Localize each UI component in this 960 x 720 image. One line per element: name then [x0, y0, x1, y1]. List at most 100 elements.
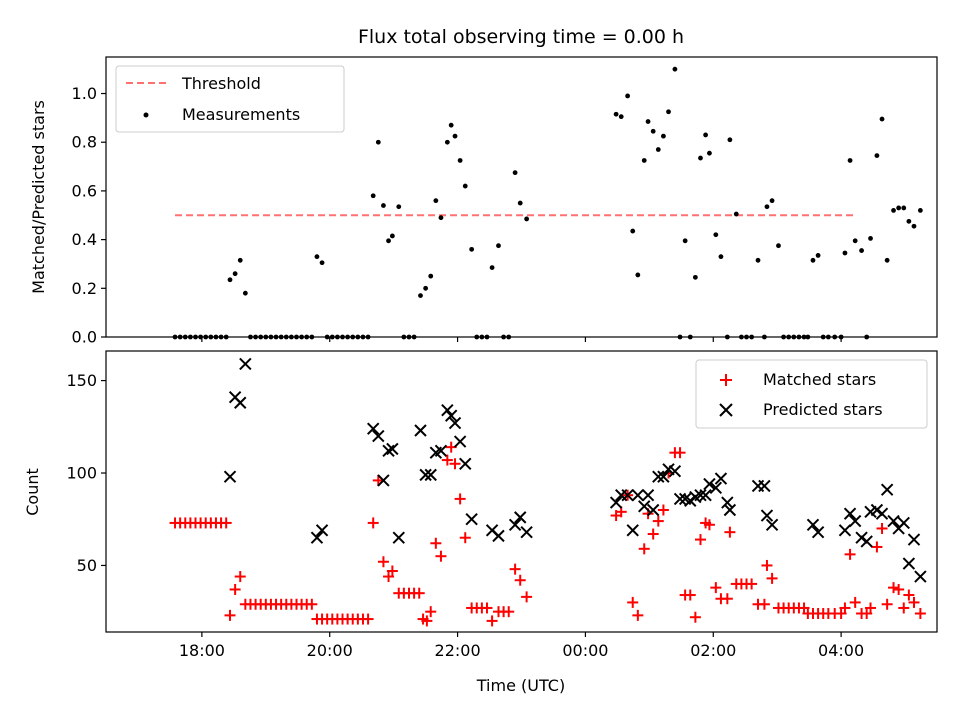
- measurement-point: [314, 254, 320, 260]
- predicted-mark-b: [880, 483, 894, 496]
- matched-star-point: [674, 447, 686, 459]
- measurement-point: [655, 147, 661, 152]
- matched-star-point: [908, 596, 920, 608]
- predicted-star-point: [668, 464, 682, 478]
- matched-star-point: [377, 556, 389, 568]
- predicted-star-point: [699, 488, 712, 502]
- predicted-mark-b: [414, 424, 427, 437]
- matched-star-point: [721, 593, 733, 605]
- matched-star-point: [486, 615, 498, 627]
- bottom-legend: Matched stars Predicted stars: [695, 359, 928, 429]
- measurement-point: [906, 218, 912, 224]
- legend-threshold-label: Threshold: [181, 74, 261, 93]
- matched-star-point: [638, 543, 650, 555]
- predicted-mark-b: [855, 531, 868, 544]
- predicted-mark-b: [721, 496, 734, 509]
- matched-star-point: [234, 571, 246, 583]
- predicted-mark-b: [678, 492, 692, 506]
- predicted-mark-b: [760, 509, 774, 522]
- predicted-star-point: [310, 531, 324, 544]
- bottom-y-tick-label: 150: [66, 371, 97, 390]
- measurement-point: [764, 204, 770, 210]
- measurement-point: [496, 243, 501, 249]
- measurement-point: [370, 193, 376, 199]
- matched-star-point: [684, 589, 696, 601]
- measurement-point: [650, 128, 656, 134]
- matched-star-point: [761, 559, 773, 571]
- measurement-point: [755, 257, 761, 263]
- matched-star-point: [849, 596, 861, 608]
- matched-star-point: [383, 571, 395, 583]
- predicted-star-point: [875, 507, 889, 520]
- predicted-star-point: [758, 479, 771, 493]
- predicted-mark-b: [453, 435, 467, 448]
- top-plot-frame: [105, 56, 938, 338]
- predicted-mark-b: [234, 396, 247, 409]
- predicted-star-point: [721, 496, 734, 509]
- measurement-point: [428, 273, 434, 279]
- predicted-mark-b: [870, 503, 884, 517]
- matched-star-point: [881, 598, 893, 610]
- measurement-point: [375, 139, 381, 145]
- predicted-mark-b: [459, 457, 472, 470]
- predicted-mark-b: [902, 557, 916, 570]
- measurement-point: [438, 215, 444, 221]
- matched-star-point: [306, 598, 318, 610]
- predicted-mark-b: [514, 511, 527, 524]
- predicted-mark-b: [392, 531, 405, 544]
- predicted-star-point: [843, 507, 857, 520]
- predicted-mark-b: [914, 570, 927, 583]
- predicted-star-point: [902, 557, 916, 570]
- predicted-mark-b: [377, 474, 390, 487]
- predicted-star-point: [765, 518, 779, 531]
- measurement-point: [769, 198, 775, 204]
- matched-star-point: [632, 609, 644, 621]
- predicted-mark-b: [860, 535, 873, 548]
- matched-star-point: [430, 537, 442, 549]
- predicted-star-point: [760, 509, 774, 522]
- predicted-mark-b: [668, 464, 682, 478]
- predicted-mark-b: [424, 468, 437, 482]
- predicted-star-point: [709, 481, 723, 495]
- predicted-mark-b: [699, 488, 712, 502]
- predicted-star-point: [714, 472, 728, 485]
- measurement-point: [776, 243, 781, 249]
- matched-star-point: [509, 563, 521, 575]
- measurement-point: [666, 109, 671, 115]
- legend-predicted-marker: [719, 403, 733, 417]
- predicted-mark-b: [315, 524, 329, 537]
- predicted-mark-b: [626, 524, 639, 537]
- predicted-star-point: [514, 511, 527, 524]
- predicted-star-point: [392, 531, 405, 544]
- matched-star-point: [694, 534, 706, 546]
- predicted-star-point: [907, 533, 921, 546]
- predicted-star-point: [508, 518, 522, 531]
- measurement-point: [517, 200, 523, 206]
- measurement-point: [489, 265, 495, 271]
- measurement-point: [381, 203, 386, 208]
- matched-star-point: [372, 474, 384, 486]
- predicted-star-point: [465, 513, 478, 526]
- predicted-mark-b: [382, 444, 395, 458]
- measurement-point: [727, 137, 733, 143]
- matched-star-point: [514, 574, 526, 586]
- measurement-point: [452, 133, 458, 139]
- matched-star-point: [835, 608, 847, 620]
- predicted-star-point: [234, 396, 247, 409]
- top-y-tick-label: 0.0: [72, 328, 97, 347]
- matched-star-point: [903, 589, 915, 601]
- matched-star-point: [914, 608, 926, 620]
- predicted-mark-b: [239, 357, 252, 371]
- predicted-mark-b: [684, 494, 697, 507]
- measurement-point: [879, 116, 885, 122]
- matched-star-point: [454, 493, 466, 505]
- predicted-mark-b: [843, 507, 857, 520]
- measurement-point: [641, 158, 647, 163]
- predicted-star-point: [448, 416, 462, 430]
- matched-star-point: [503, 606, 515, 618]
- matched-star-point: [876, 522, 888, 534]
- predicted-star-point: [459, 457, 472, 470]
- matched-star-point: [229, 583, 241, 595]
- x-tick-label: 20:00: [307, 641, 353, 660]
- matched-star-point: [362, 613, 374, 625]
